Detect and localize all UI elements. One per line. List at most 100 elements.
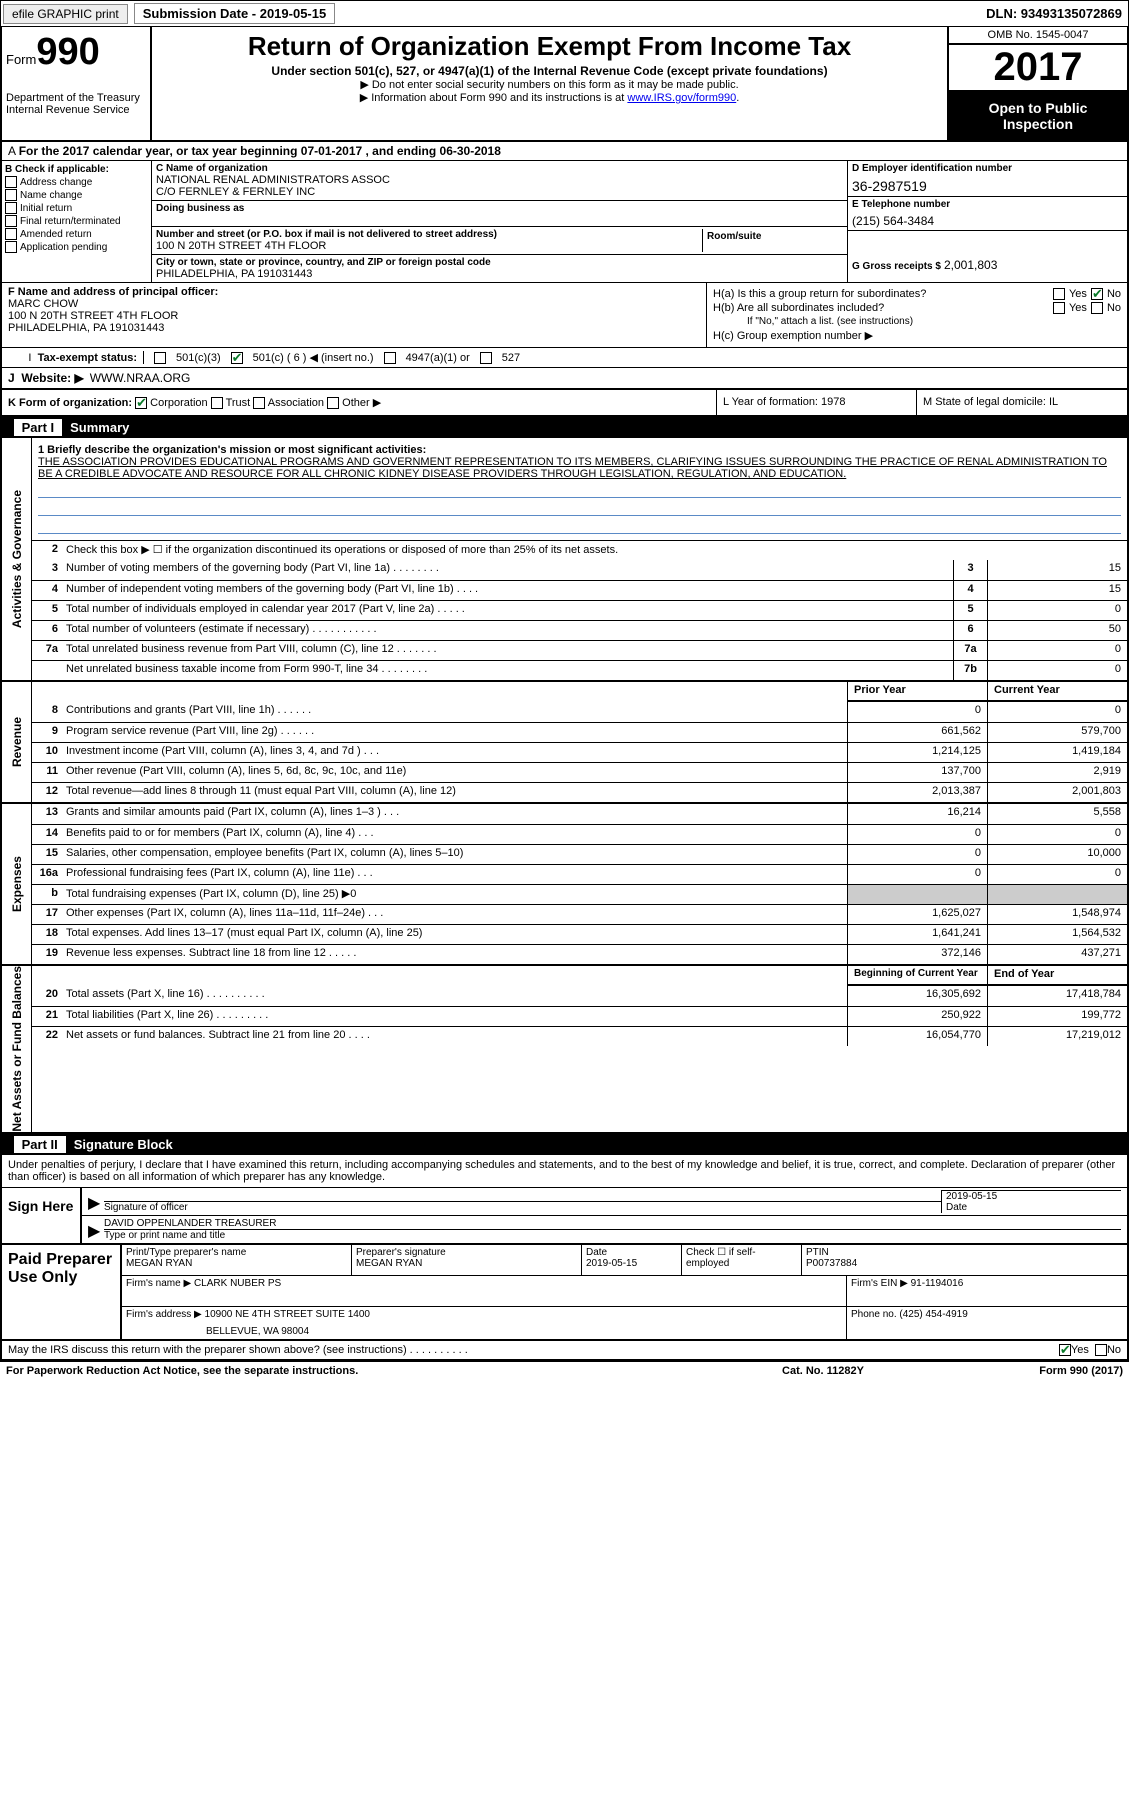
tax-period: A For the 2017 calendar year, or tax yea… — [2, 142, 1127, 161]
dba-label: Doing business as — [156, 203, 843, 214]
check-item[interactable] — [5, 202, 17, 214]
check-item[interactable] — [5, 176, 17, 188]
discuss-no-checkbox[interactable] — [1095, 1344, 1107, 1356]
firm-addr: 10900 NE 4TH STREET SUITE 1400 — [205, 1309, 370, 1320]
hb-label: H(b) Are all subordinates included? — [713, 302, 1049, 314]
form-subtitle: Under section 501(c), 527, or 4947(a)(1)… — [160, 64, 939, 78]
hb-no-checkbox[interactable] — [1091, 302, 1103, 314]
form-label: Form — [6, 52, 36, 67]
527-checkbox[interactable] — [480, 352, 492, 364]
section-b-title: B Check if applicable: — [5, 164, 148, 175]
tax-exempt-row: I Tax-exempt status: 501(c)(3) 501(c) ( … — [2, 348, 1127, 368]
state-domicile: M State of legal domicile: IL — [917, 390, 1127, 415]
street-address: 100 N 20TH STREET 4TH FLOOR — [156, 240, 702, 252]
check-if-applicable: B Check if applicable: Address changeNam… — [2, 161, 152, 282]
signature-block: Under penalties of perjury, I declare th… — [2, 1155, 1127, 1245]
4947-checkbox[interactable] — [384, 352, 396, 364]
hb-note: If "No," attach a list. (see instruction… — [713, 316, 1121, 327]
website-value: WWW.NRAA.ORG — [90, 371, 191, 385]
hc-label: H(c) Group exemption number ▶ — [713, 329, 873, 342]
room-label: Room/suite — [707, 231, 839, 242]
501c3-checkbox[interactable] — [154, 352, 166, 364]
ha-no-checkbox[interactable] — [1091, 288, 1103, 300]
check-item[interactable] — [5, 215, 17, 227]
org-name: NATIONAL RENAL ADMINISTRATORS ASSOC — [156, 174, 843, 186]
sign-here-label: Sign Here — [2, 1188, 82, 1243]
form-header: Form990 Department of the Treasury Inter… — [2, 27, 1127, 142]
discuss-yes-checkbox[interactable] — [1059, 1344, 1071, 1356]
paid-preparer-block: Paid Preparer Use Only Print/Type prepar… — [2, 1245, 1127, 1341]
form-ref: Form 990 (2017) — [923, 1365, 1123, 1377]
submission-date: Submission Date - 2019-05-15 — [134, 3, 336, 24]
phone-value: (215) 564-3484 — [852, 210, 1123, 228]
city-state-zip: PHILADELPHIA, PA 191031443 — [156, 268, 843, 280]
part1-header: Part ISummary — [2, 417, 1127, 438]
ptin: P00737884 — [806, 1258, 1123, 1269]
part2-header: Part IISignature Block — [2, 1134, 1127, 1155]
paperwork-notice: For Paperwork Reduction Act Notice, see … — [6, 1365, 723, 1377]
year-formation: L Year of formation: 1978 — [717, 390, 917, 415]
dept-label: Department of the Treasury Internal Reve… — [6, 92, 146, 116]
discuss-row: May the IRS discuss this return with the… — [2, 1341, 1127, 1360]
form-number: 990 — [36, 31, 99, 73]
page-footer: For Paperwork Reduction Act Notice, see … — [0, 1362, 1129, 1380]
org-name-label: C Name of organization — [156, 163, 843, 174]
mission-text: THE ASSOCIATION PROVIDES EDUCATIONAL PRO… — [38, 456, 1121, 480]
firm-ein: 91-1194016 — [911, 1278, 964, 1289]
check-item[interactable] — [5, 189, 17, 201]
officer-label: F Name and address of principal officer: — [8, 286, 700, 298]
ha-yes-checkbox[interactable] — [1053, 288, 1065, 300]
omb-number: OMB No. 1545-0047 — [949, 27, 1127, 45]
firm-name: CLARK NUBER PS — [194, 1278, 281, 1289]
other-checkbox[interactable] — [327, 397, 339, 409]
officer-addr2: PHILADELPHIA, PA 191031443 — [8, 322, 700, 334]
ssn-note: ▶ Do not enter social security numbers o… — [160, 78, 939, 91]
exp-vlabel: Expenses — [10, 856, 24, 912]
k-l-m-row: K Form of organization: Corporation Trus… — [2, 390, 1127, 417]
corp-checkbox[interactable] — [135, 397, 147, 409]
info-note: ▶ Information about Form 990 and its ins… — [160, 91, 939, 104]
trust-checkbox[interactable] — [211, 397, 223, 409]
preparer-sig: MEGAN RYAN — [356, 1258, 577, 1269]
org-co: C/O FERNLEY & FERNLEY INC — [156, 186, 843, 198]
firm-phone: (425) 454-4919 — [899, 1309, 967, 1320]
form-title: Return of Organization Exempt From Incom… — [160, 31, 939, 62]
gov-vlabel: Activities & Governance — [10, 490, 24, 628]
netassets-section: Net Assets or Fund Balances Beginning of… — [2, 966, 1127, 1134]
ein-value: 36-2987519 — [852, 174, 1123, 194]
preparer-name: MEGAN RYAN — [126, 1258, 347, 1269]
expenses-section: Expenses 13Grants and similar amounts pa… — [2, 804, 1127, 966]
top-bar: efile GRAPHIC print Submission Date - 20… — [0, 0, 1129, 27]
hb-yes-checkbox[interactable] — [1053, 302, 1065, 314]
dln: DLN: 93493135072869 — [986, 6, 1126, 21]
revenue-section: Revenue Prior YearCurrent Year 8Contribu… — [2, 682, 1127, 804]
addr-label: Number and street (or P.O. box if mail i… — [156, 229, 702, 240]
city-label: City or town, state or province, country… — [156, 257, 843, 268]
ein-label: D Employer identification number — [852, 163, 1123, 174]
efile-print-button[interactable]: efile GRAPHIC print — [3, 4, 128, 24]
gross-receipts-label: G Gross receipts $ — [852, 261, 941, 272]
assoc-checkbox[interactable] — [253, 397, 265, 409]
officer-name: MARC CHOW — [8, 298, 700, 310]
perjury-text: Under penalties of perjury, I declare th… — [2, 1155, 1127, 1188]
mission-block: 1 Briefly describe the organization's mi… — [32, 438, 1127, 540]
governance-section: Activities & Governance 1 Briefly descri… — [2, 438, 1127, 682]
open-to-public: Open to Public Inspection — [949, 92, 1127, 140]
officer-print-name: DAVID OPPENLANDER TREASURER — [104, 1218, 1121, 1230]
website-row: J Website: ▶ WWW.NRAA.ORG — [2, 368, 1127, 390]
irs-link[interactable]: www.IRS.gov/form990 — [627, 92, 736, 104]
prep-date: 2019-05-15 — [586, 1258, 677, 1269]
phone-label: E Telephone number — [852, 199, 1123, 210]
501c-checkbox[interactable] — [231, 352, 243, 364]
gross-receipts-value: 2,001,803 — [944, 258, 997, 272]
check-item[interactable] — [5, 241, 17, 253]
rev-vlabel: Revenue — [10, 717, 24, 767]
paid-preparer-label: Paid Preparer Use Only — [2, 1245, 122, 1339]
check-item[interactable] — [5, 228, 17, 240]
self-employed: Check ☐ if self-employed — [682, 1245, 802, 1275]
tax-year: 2017 — [949, 45, 1127, 92]
info-section: B Check if applicable: Address changeNam… — [2, 161, 1127, 283]
ha-label: H(a) Is this a group return for subordin… — [713, 288, 1049, 300]
cat-no: Cat. No. 11282Y — [723, 1365, 923, 1377]
form-body: Form990 Department of the Treasury Inter… — [0, 27, 1129, 1362]
